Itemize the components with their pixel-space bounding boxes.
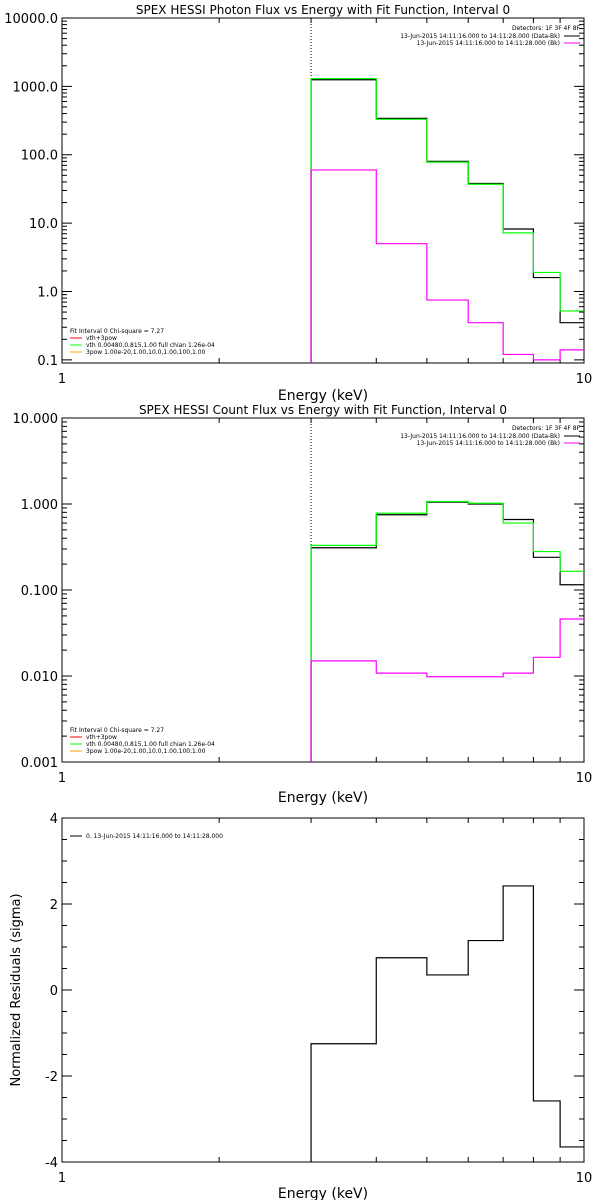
x-axis-label: Energy (keV) (278, 1186, 368, 1200)
legend-entry: 0. 13-Jun-2015 14:11:16.000 to 14:11:28.… (86, 833, 223, 840)
series-step-line (310, 618, 584, 762)
series-step-line (310, 169, 584, 363)
y-tick-label: 0.1 (37, 354, 58, 369)
legend-header: Detectors: 1F 3F 4F 8F (512, 25, 581, 32)
y-tick-label: 0.100 (21, 584, 58, 599)
x-tick-label: 1 (58, 372, 66, 387)
y-axis-label: Normalized Residuals (sigma) (9, 893, 24, 1086)
y-tick-label: 2 (50, 898, 58, 913)
legend-entry: vth+3pow (86, 335, 117, 342)
plot-frame (61, 17, 585, 364)
plot-frame (61, 417, 585, 763)
y-tick-label: -2 (45, 1070, 58, 1085)
y-tick-label: 10000.0 (4, 12, 58, 27)
series-step-line (310, 500, 584, 762)
y-tick-label: 1000.0 (13, 80, 59, 95)
series-step-line (310, 79, 584, 363)
x-tick-label: 10 (576, 771, 593, 786)
legend-fit-header: Fit Interval 0 Chi-square = 7.27 (70, 727, 164, 734)
y-tick-label: 0.001 (21, 756, 58, 771)
y-tick-label: 1.000 (21, 498, 58, 513)
legend-entry: vth 0.00480,0.815,1.00 full chian 1.26e-… (86, 741, 215, 748)
legend-entry: 13-Jun-2015 14:11:16.000 to 14:11:28.000… (417, 40, 560, 47)
legend-entry: 3pow 1.00e-20,1.00,10.0,1.00,100,1.00 (86, 349, 206, 356)
legend-entry: 13-Jun-2015 14:11:16.000 to 14:11:28.000… (400, 33, 560, 40)
y-tick-label: 0.010 (21, 670, 58, 685)
legend-entry: vth+3pow (86, 734, 117, 741)
y-tick-label: 10.0 (29, 217, 58, 232)
y-tick-label: 1.0 (37, 285, 58, 300)
chart-title: SPEX HESSI Photon Flux vs Energy with Fi… (136, 3, 510, 17)
legend-entry: 3pow 1.00e-20,1.00,10.0,1.00,100,1.00 (86, 748, 206, 755)
legend-fit-header: Fit Interval 0 Chi-square = 7.27 (70, 328, 164, 335)
legend-entry: 13-Jun-2015 14:11:16.000 to 14:11:28.000… (417, 440, 560, 447)
x-axis-label: Energy (keV) (278, 790, 368, 806)
series-step-line (310, 501, 584, 762)
legend-entry: 13-Jun-2015 14:11:16.000 to 14:11:28.000… (400, 433, 560, 440)
y-tick-label: 4 (50, 812, 58, 827)
legend-entry: vth 0.00480,0.815,1.00 full chian 1.26e-… (86, 342, 215, 349)
y-tick-label: -4 (45, 1156, 58, 1171)
chart-title: SPEX HESSI Count Flux vs Energy with Fit… (139, 403, 507, 417)
y-tick-label: 100.0 (21, 149, 58, 164)
legend-header: Detectors: 1F 3F 4F 8F (512, 425, 581, 432)
x-axis-label: Energy (keV) (278, 388, 368, 404)
x-tick-label: 1 (58, 1171, 66, 1186)
x-tick-label: 1 (58, 771, 66, 786)
x-tick-label: 10 (576, 372, 593, 387)
series-step-line (310, 77, 584, 363)
series-step-line (310, 885, 584, 1162)
plot-frame (61, 817, 585, 1163)
x-tick-label: 10 (576, 1171, 593, 1186)
y-tick-label: 0 (50, 984, 58, 999)
y-tick-label: 10.000 (13, 412, 59, 427)
